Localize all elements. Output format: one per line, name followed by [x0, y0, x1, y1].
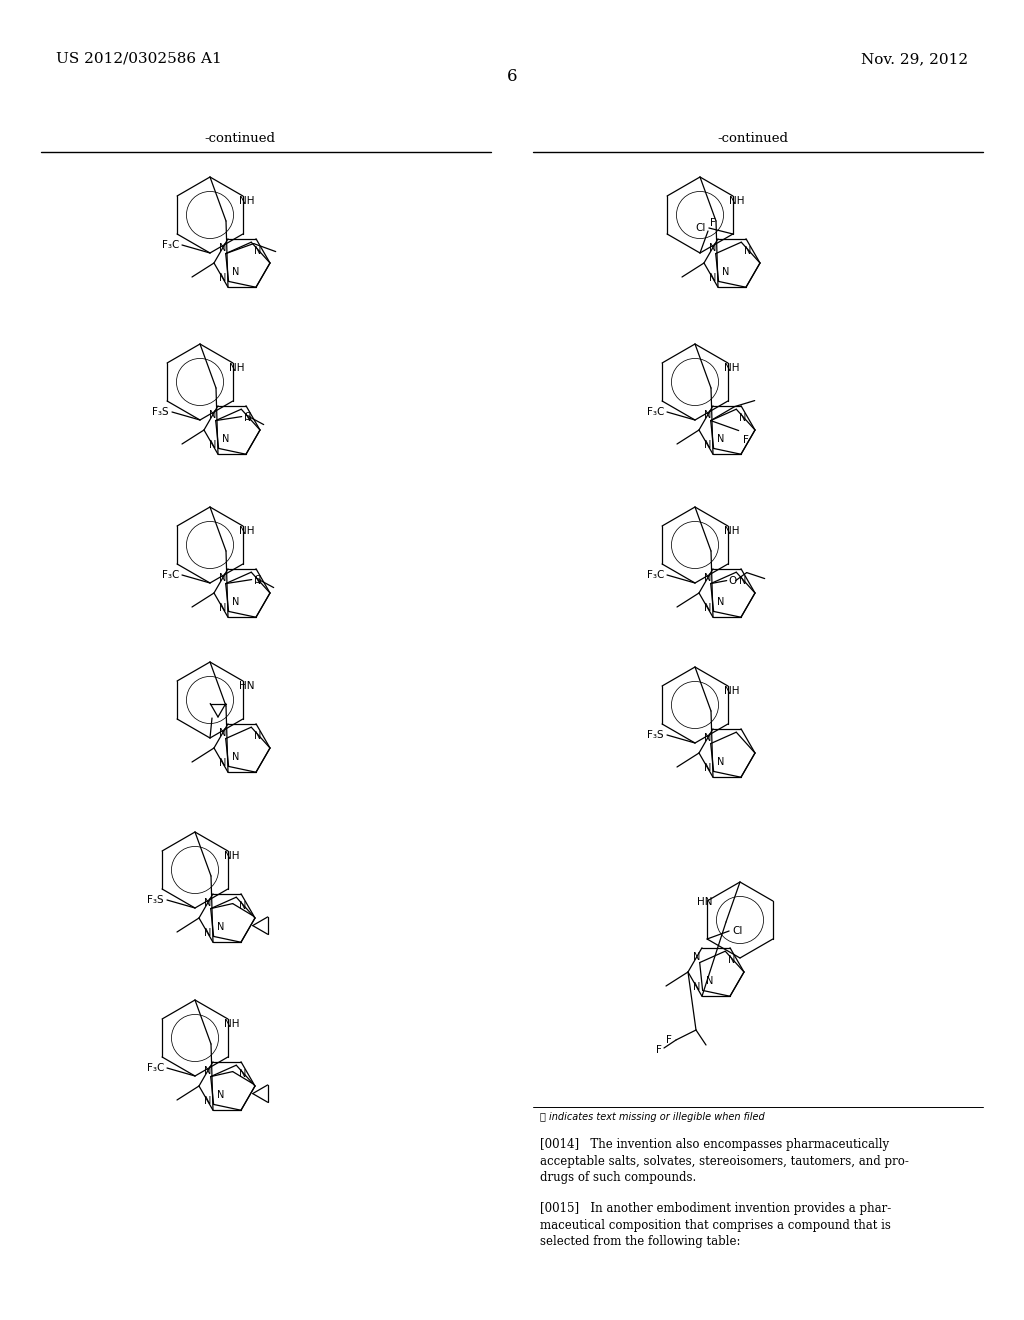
Text: N: N [254, 731, 262, 742]
Text: HN: HN [697, 898, 713, 907]
Text: N: N [219, 758, 226, 768]
Text: N: N [204, 898, 211, 908]
Text: ⓘ indicates text missing or illegible when filed: ⓘ indicates text missing or illegible wh… [540, 1111, 765, 1122]
Text: F₃S: F₃S [647, 730, 664, 741]
Text: N: N [254, 247, 262, 256]
Text: F₃C: F₃C [162, 240, 179, 249]
Text: N: N [217, 923, 224, 932]
Text: N: N [717, 758, 724, 767]
Text: HN: HN [239, 681, 255, 690]
Text: N: N [219, 727, 226, 738]
Text: F₃C: F₃C [646, 407, 664, 417]
Text: F₃S: F₃S [147, 895, 164, 906]
Text: NH: NH [724, 686, 739, 696]
Text: N: N [692, 982, 700, 993]
Text: F₃C: F₃C [162, 570, 179, 579]
Text: O: O [729, 576, 737, 586]
Text: N: N [728, 956, 735, 965]
Text: N: N [703, 573, 711, 582]
Text: [0015]   In another embodiment invention provides a phar-
maceutical composition: [0015] In another embodiment invention p… [540, 1203, 891, 1247]
Text: N: N [744, 247, 752, 256]
Text: -continued: -continued [205, 132, 275, 145]
Text: NH: NH [729, 195, 744, 206]
Text: N: N [703, 409, 711, 420]
Text: F₃C: F₃C [646, 570, 664, 579]
Text: Cl: Cl [732, 927, 742, 936]
Text: F₃S: F₃S [153, 407, 169, 417]
Text: N: N [204, 928, 211, 939]
Text: N: N [219, 243, 226, 252]
Text: 6: 6 [507, 69, 517, 84]
Text: NH: NH [224, 851, 240, 861]
Text: N: N [240, 1069, 247, 1080]
Text: F: F [710, 218, 716, 228]
Text: N: N [204, 1065, 211, 1076]
Text: NH: NH [239, 195, 255, 206]
Text: N: N [231, 268, 239, 277]
Text: N: N [739, 413, 746, 424]
Text: N: N [209, 441, 216, 450]
Text: N: N [722, 268, 729, 277]
Text: N: N [692, 952, 700, 962]
Text: F: F [667, 1035, 672, 1045]
Text: Cl: Cl [695, 223, 706, 234]
Text: NH: NH [724, 525, 739, 536]
Text: Nov. 29, 2012: Nov. 29, 2012 [861, 51, 968, 66]
Text: F: F [742, 434, 749, 445]
Text: N: N [219, 273, 226, 284]
Text: NH: NH [239, 525, 255, 536]
Text: S: S [255, 574, 261, 585]
Text: N: N [231, 598, 239, 607]
Text: N: N [204, 1096, 211, 1106]
Text: NH: NH [724, 363, 739, 374]
Text: N: N [703, 733, 711, 743]
Text: N: N [217, 1090, 224, 1101]
Text: NH: NH [229, 363, 245, 374]
Text: N: N [703, 603, 711, 614]
Text: N: N [703, 763, 711, 774]
Text: N: N [245, 413, 252, 424]
Text: N: N [254, 577, 262, 586]
Text: N: N [739, 577, 746, 586]
Text: N: N [221, 434, 229, 445]
Text: N: N [219, 573, 226, 582]
Text: N: N [717, 598, 724, 607]
Text: N: N [706, 977, 713, 986]
Text: N: N [219, 603, 226, 614]
Text: F₃C: F₃C [146, 1063, 164, 1073]
Text: S: S [245, 412, 251, 421]
Text: N: N [709, 273, 716, 284]
Text: -continued: -continued [718, 132, 788, 145]
Text: N: N [209, 409, 216, 420]
Text: F: F [656, 1045, 662, 1055]
Text: N: N [240, 902, 247, 911]
Text: US 2012/0302586 A1: US 2012/0302586 A1 [56, 51, 222, 66]
Text: N: N [709, 243, 716, 252]
Text: NH: NH [224, 1019, 240, 1030]
Text: N: N [717, 434, 724, 445]
Text: N: N [703, 441, 711, 450]
Text: N: N [231, 752, 239, 763]
Text: [0014]   The invention also encompasses pharmaceutically
acceptable salts, solva: [0014] The invention also encompasses ph… [540, 1138, 909, 1184]
